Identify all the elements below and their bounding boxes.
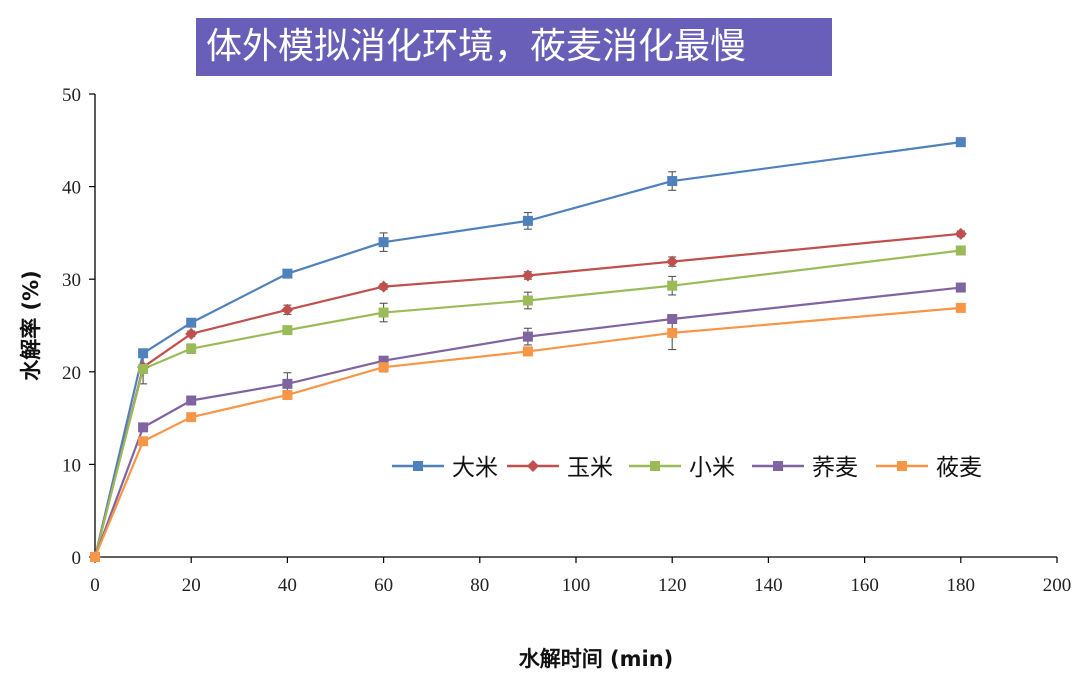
series-line-0: [93, 141, 961, 558]
data-point-1: [666, 255, 679, 268]
legend-marker: [897, 461, 907, 471]
data-point-0: [522, 215, 533, 226]
data-point-1: [281, 303, 294, 316]
series-lines-group: [93, 141, 961, 558]
legend-marker: [413, 461, 423, 471]
legend-label: 荞麦: [812, 455, 858, 481]
data-point-0: [955, 137, 966, 148]
data-point-4: [138, 436, 149, 447]
legend-entry-3: 荞麦: [752, 455, 858, 481]
x-tick-label: 100: [562, 575, 591, 596]
chart-title-banner: 体外模拟消化环境，莜麦消化最慢: [196, 18, 832, 76]
data-point-2: [522, 295, 533, 306]
legend-entry-2: 小米: [629, 455, 735, 481]
y-axis-title: 水解率 (%): [19, 270, 43, 381]
data-point-0: [282, 268, 293, 279]
legend-label: 玉米: [567, 455, 613, 481]
data-point-4: [667, 327, 678, 338]
x-tick-label: 140: [754, 575, 783, 596]
data-point-0: [186, 317, 197, 328]
series-line-1: [93, 232, 961, 558]
series-line-4: [93, 306, 961, 558]
data-point-1: [185, 327, 198, 340]
data-point-4: [90, 552, 100, 562]
legend-label: 莜麦: [936, 455, 982, 481]
data-point-4: [522, 346, 533, 357]
y-tick-label: 30: [62, 270, 81, 291]
legend-label: 小米: [689, 455, 735, 481]
data-point-2: [138, 364, 149, 375]
y-tick-label: 10: [62, 455, 81, 476]
data-point-4: [186, 412, 197, 423]
data-point-4: [378, 362, 389, 373]
legend-label: 大米: [452, 455, 498, 481]
data-point-0: [378, 237, 389, 248]
legend: 大米 玉米 小米 荞麦 莜麦: [392, 455, 982, 481]
series-line-3: [93, 286, 961, 558]
data-point-1: [377, 280, 390, 293]
x-tick-label: 180: [947, 575, 976, 596]
markers-group: [89, 137, 967, 563]
legend-marker: [650, 461, 660, 471]
axes-group: 0 20 40 60 80 100 120 140 160 180 200 0 10 20 30 40 50 水解…: [19, 85, 1071, 671]
y-tick-label: 50: [62, 85, 81, 106]
data-point-3: [955, 282, 966, 293]
x-tick-label: 120: [658, 575, 687, 596]
x-tick-label: 0: [90, 575, 100, 596]
data-point-3: [282, 378, 293, 389]
data-point-3: [138, 422, 149, 433]
y-tick-label: 20: [62, 363, 81, 384]
data-point-2: [282, 325, 293, 336]
data-point-1: [954, 227, 967, 240]
data-point-2: [378, 307, 389, 318]
data-point-0: [138, 348, 149, 359]
data-point-1: [521, 269, 534, 282]
legend-entry-1: 玉米: [507, 455, 613, 481]
data-point-3: [186, 395, 197, 406]
x-tick-label: 80: [470, 575, 489, 596]
error-bars-group: [139, 138, 965, 445]
data-point-0: [667, 176, 678, 187]
data-point-2: [667, 280, 678, 291]
x-tick-label: 200: [1043, 575, 1072, 596]
legend-entry-4: 莜麦: [876, 455, 982, 481]
x-axis-title: 水解时间 (min): [519, 647, 674, 671]
x-tick-label: 20: [182, 575, 201, 596]
data-point-2: [186, 343, 197, 354]
data-point-4: [955, 302, 966, 313]
data-point-3: [522, 331, 533, 342]
data-point-3: [667, 314, 678, 325]
legend-entry-0: 大米: [392, 455, 498, 481]
data-point-3: [378, 355, 389, 366]
data-point-2: [955, 245, 966, 256]
legend-marker: [773, 461, 783, 471]
legend-marker: [527, 460, 539, 472]
x-tick-label: 160: [850, 575, 879, 596]
y-tick-label: 0: [72, 548, 82, 569]
x-tick-label: 40: [278, 575, 297, 596]
series-line-2: [93, 249, 961, 558]
data-point-4: [282, 389, 293, 400]
x-tick-label: 60: [374, 575, 393, 596]
y-tick-label: 40: [62, 178, 81, 199]
